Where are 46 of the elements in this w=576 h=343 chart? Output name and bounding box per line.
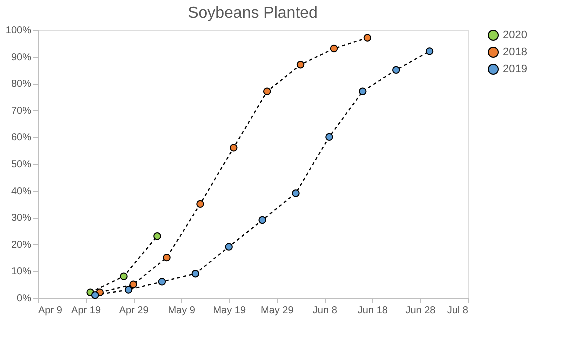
x-tick-label: Apr 29 bbox=[119, 306, 150, 316]
point bbox=[292, 190, 300, 198]
point bbox=[124, 286, 133, 294]
y-tick-label: 10% bbox=[11, 266, 32, 278]
x-tick-label: May 9 bbox=[168, 306, 196, 316]
x-tick-label: May 19 bbox=[213, 306, 246, 316]
x-tick-label: Jun 8 bbox=[312, 306, 338, 316]
y-tick-label: 40% bbox=[11, 186, 32, 198]
x-tick-label: Apr 19 bbox=[72, 306, 102, 316]
point bbox=[163, 254, 171, 262]
legend-label: 2019 bbox=[503, 64, 528, 76]
point bbox=[91, 291, 100, 300]
y-tick-label: 0% bbox=[17, 294, 32, 304]
point bbox=[154, 232, 162, 240]
x-tick-label: Jun 28 bbox=[406, 306, 436, 316]
point bbox=[158, 278, 166, 286]
point bbox=[359, 88, 367, 96]
y-tick-label: 20% bbox=[11, 240, 32, 251]
point bbox=[130, 280, 138, 288]
point bbox=[230, 144, 238, 152]
point bbox=[326, 133, 334, 142]
point bbox=[225, 243, 233, 251]
x-tick-label: Jul 8 bbox=[447, 306, 469, 316]
y-tick-label: 80% bbox=[11, 79, 32, 90]
point bbox=[364, 34, 372, 42]
x-tick-label: May 29 bbox=[260, 306, 294, 316]
point bbox=[258, 216, 266, 224]
point bbox=[330, 44, 338, 53]
point bbox=[392, 66, 400, 74]
point bbox=[296, 60, 305, 69]
legend-label: 2020 bbox=[503, 30, 528, 42]
point bbox=[120, 272, 128, 280]
point bbox=[263, 88, 272, 96]
y-tick-label: 60% bbox=[11, 132, 32, 144]
x-tick-label: Jun 18 bbox=[358, 306, 388, 316]
legend-label: 2018 bbox=[503, 46, 528, 58]
point bbox=[192, 270, 200, 278]
chart-title: Soybeans Planted bbox=[188, 5, 318, 22]
y-tick-label: 50% bbox=[11, 160, 32, 170]
point bbox=[196, 200, 204, 208]
y-tick-label: 90% bbox=[11, 52, 32, 64]
y-tick-label: 70% bbox=[11, 106, 32, 117]
y-tick-label: 100% bbox=[6, 26, 32, 36]
x-tick-label: Apr 9 bbox=[38, 306, 63, 316]
y-tick-label: 30% bbox=[11, 213, 32, 224]
point bbox=[426, 48, 434, 56]
